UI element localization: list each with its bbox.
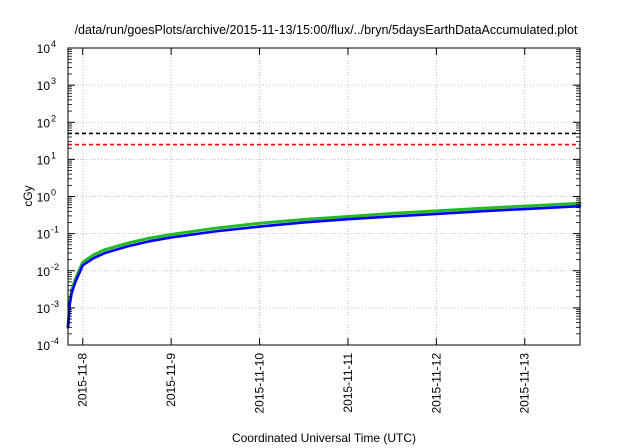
y-tick-base: 10 xyxy=(37,79,51,93)
x-tick-label: 2015-11-13 xyxy=(518,353,532,414)
y-tick-base: 10 xyxy=(37,42,51,56)
y-tick-base: 10 xyxy=(37,228,51,242)
y-tick-exponent: 3 xyxy=(51,76,56,86)
y-tick-base: 10 xyxy=(37,191,51,205)
y-tick-label: 10 -2 xyxy=(37,262,59,279)
y-tick-exponent: -2 xyxy=(51,262,59,272)
x-tick-label: 2015-11-9 xyxy=(164,353,178,407)
y-tick-exponent: -4 xyxy=(51,336,59,346)
y-tick-base: 10 xyxy=(37,302,51,316)
y-tick-label: 10 1 xyxy=(37,150,56,167)
grid xyxy=(68,48,580,345)
y-tick-exponent: 1 xyxy=(51,150,56,160)
y-tick-exponent: 4 xyxy=(51,39,56,49)
x-axis-label: Coordinated Universal Time (UTC) xyxy=(232,431,416,445)
reference-lines xyxy=(68,132,580,146)
y-tick-base: 10 xyxy=(37,153,51,167)
ticks xyxy=(68,47,580,346)
y-tick-label: 10 3 xyxy=(37,76,56,93)
y-tick-label: 10 -3 xyxy=(37,299,59,316)
y-tick-exponent: -3 xyxy=(51,299,59,309)
y-tick-label: 10 -4 xyxy=(37,336,59,353)
y-axis-label: cGy xyxy=(21,185,35,206)
y-tick-base: 10 xyxy=(37,116,51,130)
y-tick-exponent: -1 xyxy=(51,225,59,235)
chart-title: /data/run/goesPlots/archive/2015-11-13/1… xyxy=(75,23,578,37)
y-tick-label: 10 0 xyxy=(37,188,56,205)
y-tick-base: 10 xyxy=(37,339,51,353)
y-tick-exponent: 0 xyxy=(51,188,56,198)
x-tick-label: 2015-11-8 xyxy=(76,353,90,407)
x-tick-label: 2015-11-11 xyxy=(341,353,355,413)
y-tick-label: 10 4 xyxy=(37,39,56,56)
y-tick-label: 10 -1 xyxy=(37,225,59,242)
y-tick-base: 10 xyxy=(37,265,51,279)
series-lines xyxy=(66,201,582,329)
x-tick-label: 2015-11-10 xyxy=(253,353,267,414)
x-tick-label: 2015-11-12 xyxy=(429,353,443,414)
y-tick-exponent: 2 xyxy=(51,113,56,123)
series-line xyxy=(66,204,582,329)
y-tick-label: 10 2 xyxy=(37,113,56,130)
